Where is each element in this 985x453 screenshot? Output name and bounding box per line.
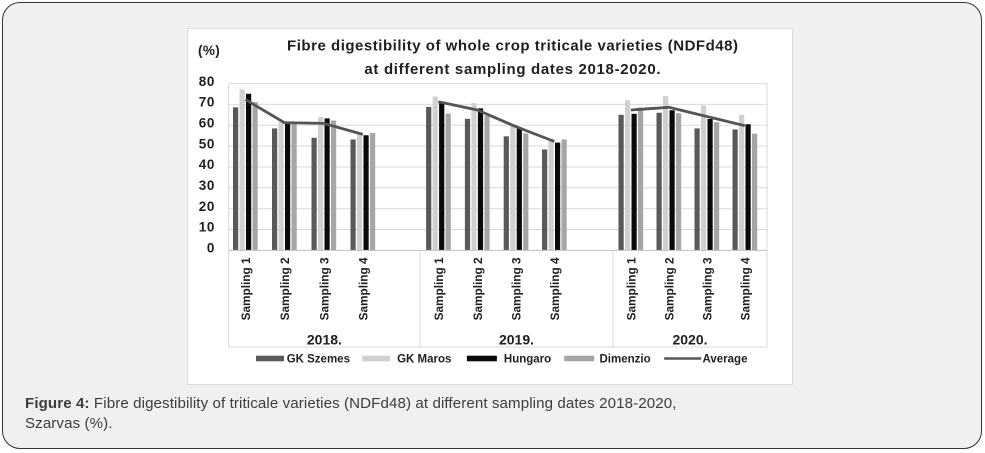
svg-text:Sampling 3: Sampling 3 — [510, 257, 524, 320]
svg-text:Hungaro: Hungaro — [504, 354, 551, 366]
svg-text:Sampling 3: Sampling 3 — [700, 257, 714, 320]
svg-text:Dimenzio: Dimenzio — [600, 354, 651, 366]
svg-text:Sampling 3: Sampling 3 — [317, 257, 331, 320]
svg-text:Average: Average — [703, 354, 748, 366]
svg-text:2019.: 2019. — [499, 332, 534, 348]
svg-text:10: 10 — [199, 220, 215, 235]
svg-text:GK Szemes: GK Szemes — [287, 354, 350, 366]
svg-text:40: 40 — [199, 157, 215, 172]
svg-text:2018.: 2018. — [307, 332, 342, 348]
svg-text:Fibre digestibility of whole c: Fibre digestibility of whole crop tritic… — [287, 38, 739, 55]
svg-text:Sampling 1: Sampling 1 — [239, 257, 253, 320]
svg-text:GK Maros: GK Maros — [397, 354, 451, 366]
svg-text:Sampling 2: Sampling 2 — [278, 257, 292, 320]
svg-text:70: 70 — [199, 95, 215, 110]
svg-text:at different sampling dates 20: at different sampling dates 2018-2020. — [364, 61, 661, 78]
svg-text:80: 80 — [199, 74, 215, 89]
svg-text:Sampling 2: Sampling 2 — [471, 257, 485, 320]
svg-text:60: 60 — [199, 116, 215, 131]
svg-text:(%): (%) — [198, 43, 220, 58]
svg-text:Sampling 4: Sampling 4 — [356, 257, 370, 320]
svg-text:50: 50 — [199, 136, 215, 151]
svg-text:Sampling 4: Sampling 4 — [548, 257, 562, 320]
svg-text:Sampling 1: Sampling 1 — [624, 257, 638, 320]
svg-text:2020.: 2020. — [672, 332, 707, 348]
svg-text:30: 30 — [199, 178, 215, 193]
svg-text:Sampling 4: Sampling 4 — [738, 257, 752, 320]
svg-text:20: 20 — [199, 199, 215, 214]
svg-text:0: 0 — [207, 241, 215, 256]
svg-text:Sampling 1: Sampling 1 — [432, 257, 446, 320]
svg-text:Sampling 2: Sampling 2 — [662, 257, 676, 320]
